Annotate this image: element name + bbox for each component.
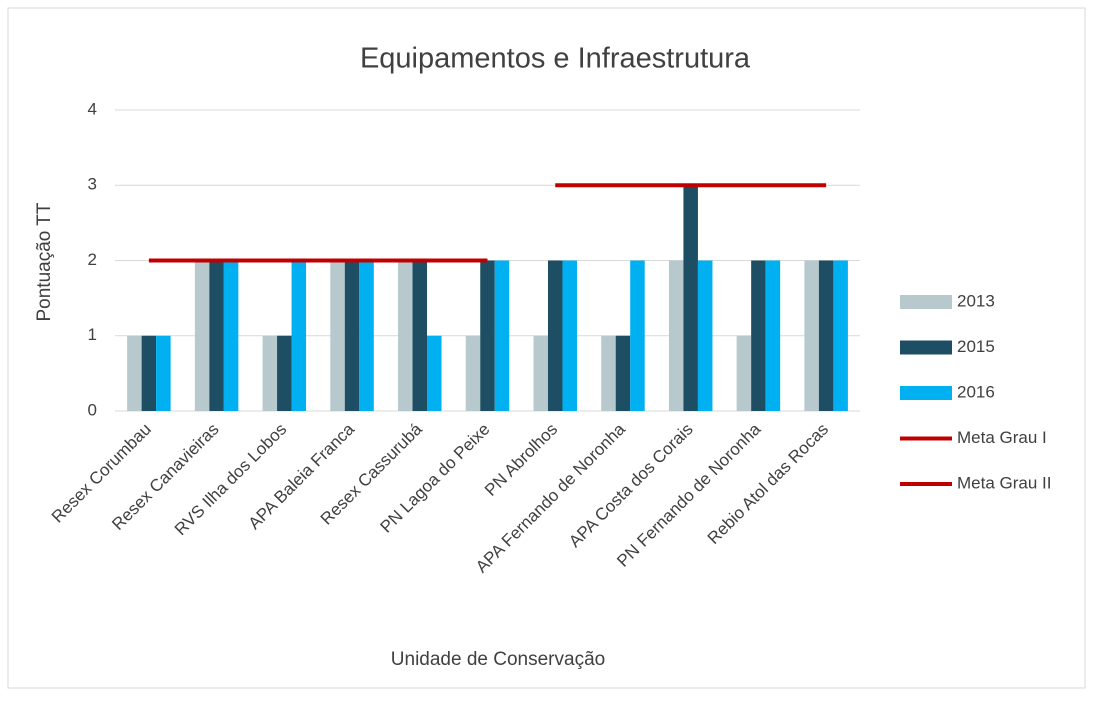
bar xyxy=(736,335,752,411)
bar xyxy=(765,260,781,411)
legend-label: 2013 xyxy=(957,291,995,310)
legend-swatch xyxy=(900,386,952,400)
bar xyxy=(398,260,413,411)
bar xyxy=(562,260,577,411)
y-tick-label: 3 xyxy=(88,175,97,194)
bar xyxy=(668,260,684,411)
bar xyxy=(615,335,631,411)
bar xyxy=(683,185,698,411)
bar xyxy=(141,335,157,411)
bar xyxy=(194,260,210,411)
bar xyxy=(818,260,834,411)
bar xyxy=(630,260,645,411)
bar xyxy=(480,260,495,411)
bar xyxy=(465,335,481,411)
bar xyxy=(804,260,819,411)
y-axis-title: Pontuação TT xyxy=(34,202,55,321)
bar xyxy=(209,260,224,411)
chart-title: Equipamentos e Infraestrutura xyxy=(360,43,751,75)
bar xyxy=(223,260,239,411)
y-tick-label: 0 xyxy=(88,400,97,419)
legend-label: Meta Grau II xyxy=(957,473,1051,492)
bar xyxy=(359,260,374,411)
x-axis-title: Unidade de Conservação xyxy=(391,649,605,670)
bar xyxy=(833,260,848,411)
legend-label: Meta Grau I xyxy=(957,428,1047,447)
y-tick-label: 1 xyxy=(88,325,97,344)
bar xyxy=(291,260,307,411)
legend-label: 2016 xyxy=(957,382,995,401)
bar xyxy=(277,335,292,411)
bar xyxy=(127,335,142,411)
bar xyxy=(427,335,442,411)
legend-label: 2015 xyxy=(957,337,995,356)
bar xyxy=(344,260,360,411)
y-tick-label: 4 xyxy=(88,99,97,118)
bar xyxy=(330,260,345,411)
bar xyxy=(262,335,278,411)
bar xyxy=(494,260,510,411)
bar xyxy=(412,260,428,411)
legend-swatch xyxy=(900,340,952,355)
bar xyxy=(601,335,616,411)
bar xyxy=(751,260,766,411)
bar xyxy=(156,335,171,411)
y-tick-label: 2 xyxy=(88,250,97,269)
bar xyxy=(547,260,563,411)
legend-swatch xyxy=(900,295,952,309)
bar xyxy=(697,260,713,411)
bar xyxy=(533,335,548,411)
